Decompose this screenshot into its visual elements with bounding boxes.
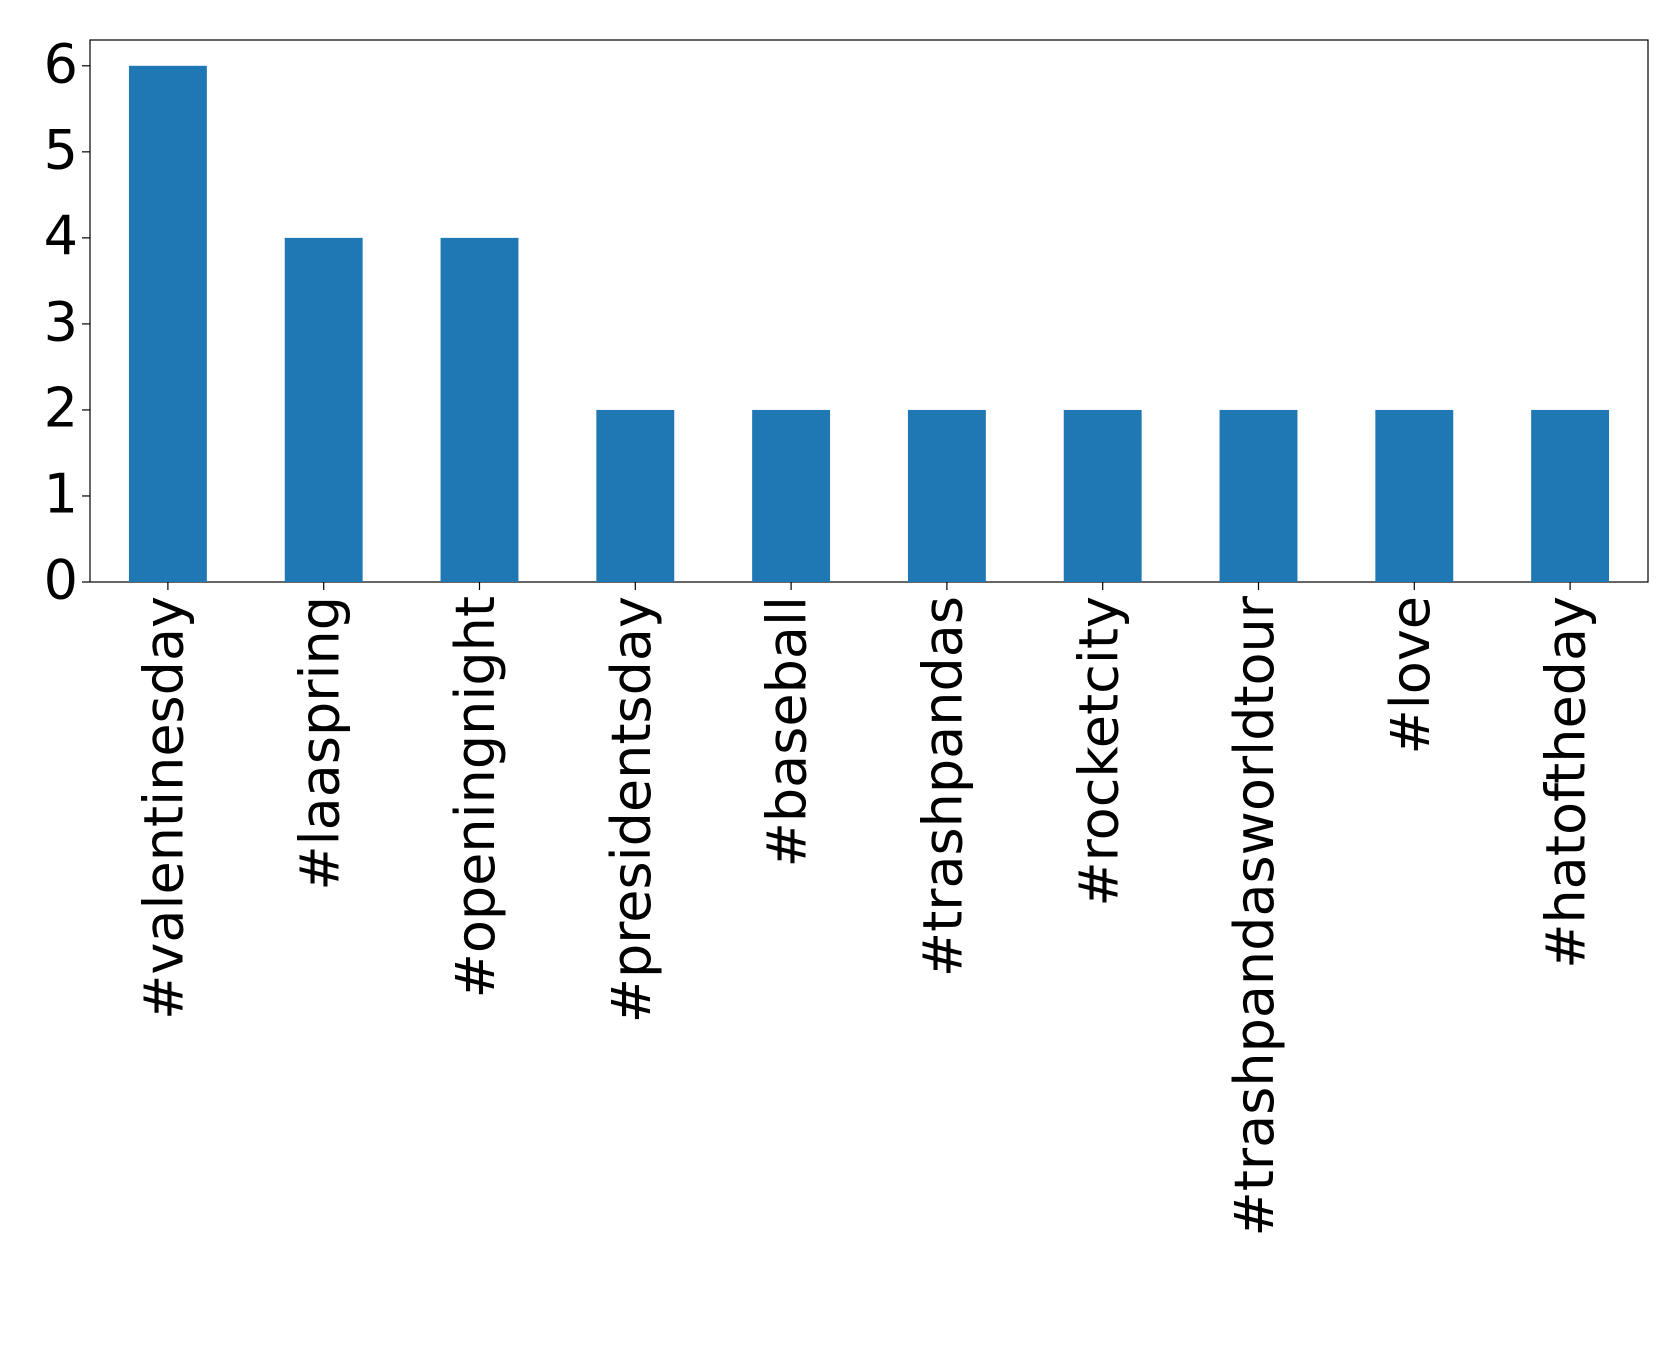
x-tick-label: #trashpandasworldtour — [1223, 595, 1286, 1236]
x-tick-label: #openingnight — [444, 596, 507, 998]
x-tick-label: #valentinesday — [133, 596, 196, 1020]
plot-frame — [89, 39, 1649, 583]
y-tick-label: 4 — [44, 205, 78, 268]
bar — [907, 409, 986, 582]
bar — [1063, 409, 1142, 582]
x-tick-label: #trashpandas — [912, 596, 975, 977]
bar — [596, 409, 675, 582]
x-tick-label: #presidentsday — [600, 596, 663, 1023]
x-tick-label: #hatoftheday — [1535, 596, 1598, 969]
x-tick-label: #laaspring — [288, 596, 351, 891]
y-tick-label: 3 — [44, 291, 78, 354]
bar — [284, 237, 363, 582]
bar — [128, 65, 207, 583]
bar — [440, 237, 519, 582]
bar — [752, 409, 831, 582]
y-tick-label: 1 — [44, 463, 78, 526]
bar — [1531, 409, 1610, 582]
bar — [1219, 409, 1298, 582]
y-tick-label: 5 — [44, 118, 78, 181]
y-tick-label: 6 — [44, 32, 78, 95]
y-tick-label: 2 — [44, 377, 78, 440]
bar — [1375, 409, 1454, 582]
x-tick-label: #rocketcity — [1067, 596, 1130, 907]
y-tick-label: 0 — [44, 549, 78, 612]
x-tick-label: #love — [1379, 596, 1442, 754]
x-tick-label: #baseball — [756, 596, 819, 867]
